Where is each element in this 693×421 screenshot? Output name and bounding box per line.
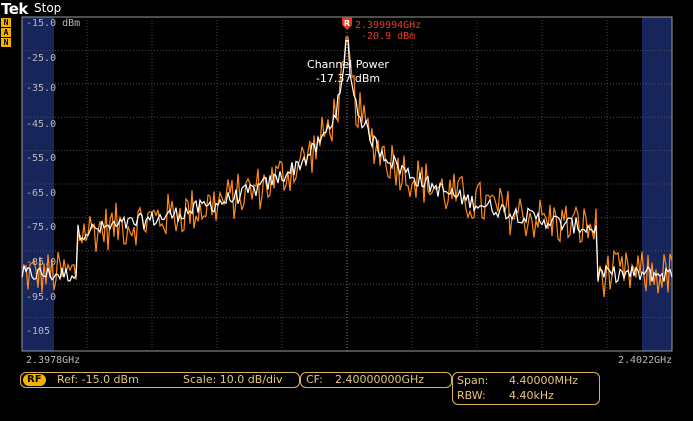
y-label: -55.0 <box>26 153 57 164</box>
channel-power-readout: Channel Power -17.37 dBm <box>300 58 396 86</box>
y-label: -105 <box>26 326 51 337</box>
span-rbw-box[interactable]: Span: 4.40000MHz RBW: 4.40kHz <box>452 372 600 405</box>
rf-badge: RF <box>23 374 46 386</box>
mode-badges: N A N <box>1 18 13 48</box>
rbw-value: 4.40kHz <box>509 389 554 402</box>
y-label: -65.0 <box>26 188 57 199</box>
channel-power-label: Channel Power <box>307 58 389 71</box>
ref-level: Ref: -15.0 dBm <box>57 373 139 386</box>
reference-marker <box>342 17 352 30</box>
x-label-stop: 2.4022GHz <box>618 355 673 366</box>
cf-label: CF: <box>306 373 323 386</box>
brand-logo: Tek <box>1 0 28 18</box>
top-bar: Tek Stop <box>0 0 693 18</box>
channel-power-value: -17.37 dBm <box>315 72 381 85</box>
rbw-label: RBW: <box>457 389 486 402</box>
y-label: -85.0 <box>26 257 57 268</box>
mode-badge: A <box>1 28 11 37</box>
marker-level: -20.9 dBm <box>361 31 416 42</box>
marker-symbol: R <box>344 19 350 28</box>
span-label: Span: <box>457 374 489 387</box>
y-label: -45.0 <box>26 119 57 130</box>
live-trace <box>21 36 673 298</box>
y-label: -35.0 <box>26 83 57 94</box>
run-status: Stop <box>34 1 62 15</box>
marker-frequency: 2.399994GHz <box>355 20 422 31</box>
y-label: -75.0 <box>26 222 57 233</box>
cf-value: 2.40000000GHz <box>335 373 425 386</box>
mode-badge: N <box>1 38 11 47</box>
x-label-start: 2.3978GHz <box>26 355 81 366</box>
y-label: -25.0 <box>26 53 57 64</box>
average-trace <box>21 39 673 284</box>
center-frequency-box[interactable]: CF: 2.40000000GHz <box>300 372 452 388</box>
scale-value: Scale: 10.0 dB/div <box>183 373 283 386</box>
span-value: 4.40000MHz <box>509 374 579 387</box>
marker-readout: 2.399994GHz -20.9 dBm <box>355 20 421 42</box>
y-label: -95.0 <box>26 292 57 303</box>
y-label-ref: -15.0 dBm <box>26 18 81 29</box>
mode-badge: N <box>1 18 11 27</box>
ref-scale-box[interactable]: RF Ref: -15.0 dBm Scale: 10.0 dB/div <box>20 372 300 388</box>
